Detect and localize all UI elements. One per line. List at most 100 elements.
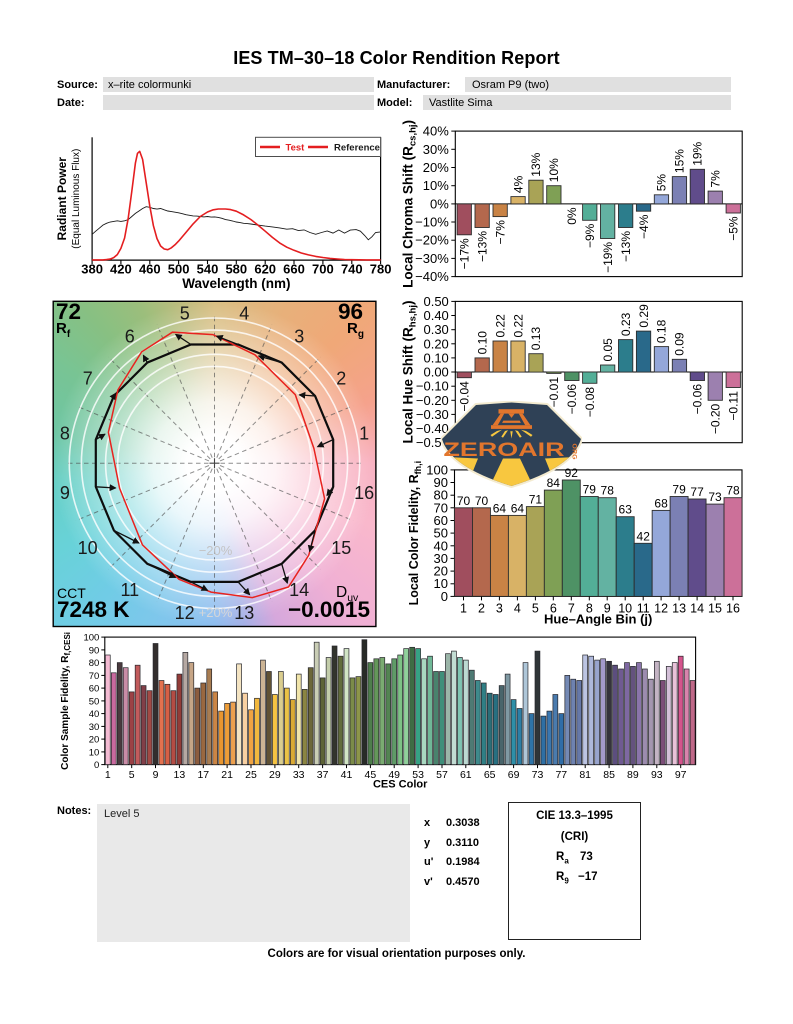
svg-text:70: 70: [475, 494, 489, 508]
svg-text:0.10: 0.10: [423, 350, 448, 365]
svg-text:−17%: −17%: [458, 238, 472, 269]
svg-text:84: 84: [547, 476, 561, 490]
svg-text:40%: 40%: [423, 124, 449, 139]
svg-text:78: 78: [601, 484, 615, 498]
svg-text:15: 15: [708, 601, 722, 615]
svg-text:85: 85: [603, 769, 615, 781]
svg-text:20: 20: [434, 564, 448, 579]
svg-text:2: 2: [336, 369, 346, 389]
svg-text:14: 14: [690, 601, 704, 615]
svg-text:14: 14: [289, 580, 309, 600]
svg-text:10%: 10%: [423, 178, 449, 193]
svg-text:−20%: −20%: [415, 233, 449, 248]
svg-text:2: 2: [478, 601, 485, 615]
svg-text:−0.40: −0.40: [416, 421, 449, 436]
svg-text:500: 500: [168, 262, 190, 277]
svg-text:Test: Test: [286, 143, 306, 154]
svg-text:8: 8: [586, 601, 593, 615]
svg-text:−0.30: −0.30: [416, 407, 449, 422]
svg-text:21: 21: [221, 769, 233, 781]
svg-text:3: 3: [496, 601, 503, 615]
svg-text:16: 16: [726, 601, 740, 615]
svg-text:−40%: −40%: [415, 269, 449, 284]
svg-text:13%: 13%: [529, 152, 543, 176]
svg-text:100: 100: [83, 633, 99, 644]
svg-text:64: 64: [493, 501, 507, 515]
svg-text:Wavelength (nm): Wavelength (nm): [182, 276, 290, 291]
svg-text:580: 580: [225, 262, 247, 277]
svg-text:4: 4: [514, 601, 521, 615]
svg-text:40: 40: [434, 538, 448, 553]
svg-text:70: 70: [89, 671, 100, 682]
svg-text:700: 700: [312, 262, 334, 277]
svg-text:5: 5: [129, 769, 135, 781]
svg-text:4: 4: [239, 304, 249, 324]
svg-text:97: 97: [675, 769, 687, 781]
svg-text:30: 30: [89, 722, 100, 733]
svg-text:7%: 7%: [709, 170, 723, 188]
svg-text:−0.04: −0.04: [458, 381, 472, 412]
svg-text:16: 16: [354, 483, 374, 503]
svg-text:Local Color Fidelity, Rfh,i: Local Color Fidelity, Rfh,i: [407, 461, 423, 606]
svg-text:80: 80: [434, 488, 448, 503]
svg-text:80: 80: [89, 658, 100, 669]
svg-text:30%: 30%: [423, 142, 449, 157]
svg-text:0.00: 0.00: [423, 365, 448, 380]
svg-text:7: 7: [83, 369, 93, 389]
svg-text:70: 70: [434, 500, 448, 515]
svg-text:8: 8: [60, 423, 70, 443]
svg-text:15: 15: [331, 538, 351, 558]
svg-text:9: 9: [153, 769, 159, 781]
svg-text:57: 57: [436, 769, 448, 781]
svg-text:0.13: 0.13: [529, 327, 543, 351]
svg-text:0.20: 0.20: [423, 336, 448, 351]
svg-text:61: 61: [460, 769, 472, 781]
svg-text:40: 40: [89, 709, 100, 720]
svg-text:−0.06: −0.06: [565, 384, 579, 415]
svg-text:6: 6: [125, 326, 135, 346]
svg-text:11: 11: [637, 601, 650, 615]
svg-text:19%: 19%: [691, 141, 705, 165]
svg-text:−0.20: −0.20: [709, 403, 723, 434]
svg-text:10: 10: [618, 601, 632, 615]
svg-text:(Equal Luminous Flux): (Equal Luminous Flux): [71, 149, 82, 249]
svg-text:Color Sample Fidelity, Rf,CESi: Color Sample Fidelity, Rf,CESi: [60, 632, 72, 770]
svg-text:380: 380: [81, 262, 103, 277]
svg-text:Hue–Angle Bin (j): Hue–Angle Bin (j): [544, 611, 652, 626]
svg-text:ZEROAIR: ZEROAIR: [444, 440, 565, 461]
svg-text:60: 60: [89, 684, 100, 695]
svg-text:30: 30: [434, 551, 448, 566]
svg-text:68: 68: [654, 496, 668, 510]
svg-text:50: 50: [434, 526, 448, 541]
svg-text:−30%: −30%: [415, 251, 449, 266]
svg-text:−10%: −10%: [415, 215, 449, 230]
svg-text:9: 9: [604, 601, 611, 615]
svg-text:42: 42: [637, 529, 651, 543]
svg-text:69: 69: [508, 769, 520, 781]
svg-text:0.10: 0.10: [475, 331, 489, 355]
svg-text:0.18: 0.18: [655, 319, 669, 343]
svg-text:−0.08: −0.08: [583, 387, 597, 418]
svg-text:1: 1: [460, 601, 467, 615]
svg-text:65: 65: [484, 769, 496, 781]
svg-text:41: 41: [341, 769, 353, 781]
svg-text:620: 620: [254, 262, 276, 277]
svg-text:92: 92: [565, 466, 579, 480]
svg-text:4%: 4%: [511, 175, 525, 193]
svg-text:−0.20: −0.20: [416, 393, 449, 408]
svg-text:CES Color: CES Color: [373, 779, 428, 791]
svg-text:0.23: 0.23: [619, 312, 633, 336]
svg-text:0: 0: [94, 760, 99, 771]
svg-text:0%: 0%: [430, 196, 449, 211]
svg-text:53: 53: [412, 769, 424, 781]
svg-text:0.40: 0.40: [423, 308, 448, 323]
svg-text:90: 90: [89, 645, 100, 656]
svg-text:+20%: +20%: [199, 605, 233, 620]
svg-text:7: 7: [568, 601, 575, 615]
svg-text:89: 89: [627, 769, 639, 781]
svg-text:73: 73: [708, 490, 722, 504]
svg-text:20%: 20%: [423, 160, 449, 175]
svg-text:0: 0: [441, 589, 448, 604]
svg-text:0.30: 0.30: [423, 322, 448, 337]
svg-text:Reference: Reference: [334, 143, 380, 154]
